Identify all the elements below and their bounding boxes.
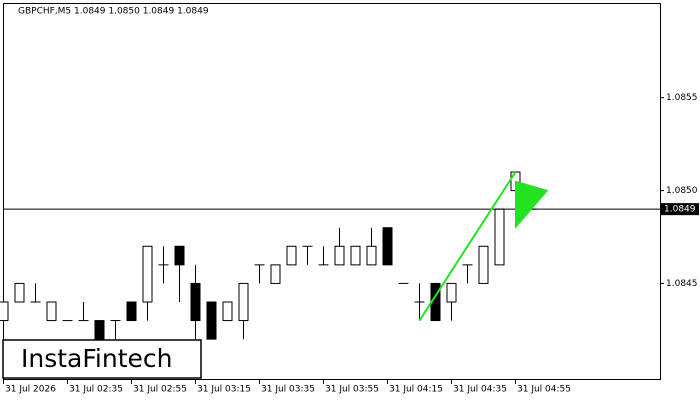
plot-frame bbox=[3, 3, 661, 380]
candle-body bbox=[494, 208, 505, 266]
candle-body bbox=[286, 245, 297, 266]
flag bbox=[515, 180, 549, 230]
candle-body bbox=[366, 245, 377, 266]
y-tick-label: 1.0855 bbox=[666, 93, 698, 103]
candle-body bbox=[350, 245, 361, 266]
chart-title: GBPCHF,M5 1.0849 1.0850 1.0849 1.0849 bbox=[18, 7, 209, 17]
candle-body bbox=[14, 282, 25, 303]
candle-body bbox=[270, 264, 281, 284]
candle-body bbox=[142, 245, 153, 303]
x-tick-label: 31 Jul 02:55 bbox=[133, 385, 187, 395]
candle-body bbox=[446, 282, 457, 303]
marks: 1.0845 1.0850 1.0855 31 Jul 2026 31 Jul 02:3… bbox=[0, 93, 699, 395]
candle-body bbox=[46, 301, 57, 322]
candle-body bbox=[334, 245, 345, 266]
candle-body bbox=[190, 282, 201, 322]
flag-pole bbox=[418, 171, 517, 322]
x-tick-label: 31 Jul 04:35 bbox=[453, 385, 507, 395]
x-tick-label: 31 Jul 03:15 bbox=[197, 385, 251, 395]
x-tick-label: 31 Jul 03:55 bbox=[325, 385, 379, 395]
y-tick-label: 1.0845 bbox=[666, 279, 698, 289]
x-tick-label: 31 Jul 03:35 bbox=[261, 385, 315, 395]
x-tick-label: 31 Jul 04:55 bbox=[517, 385, 571, 395]
candle-body bbox=[238, 282, 249, 322]
candle-body bbox=[0, 301, 9, 322]
candle-body bbox=[478, 245, 489, 284]
watermark: InstaFintech bbox=[21, 344, 173, 373]
x-tick-label: 31 Jul 02:35 bbox=[69, 385, 123, 395]
watermark-box bbox=[2, 339, 202, 379]
candle-body bbox=[94, 320, 105, 340]
x-tick-label: 31 Jul 2026 bbox=[5, 385, 56, 395]
candle-body bbox=[174, 245, 185, 266]
candle-body bbox=[222, 301, 233, 322]
candle-body bbox=[206, 301, 217, 340]
x-tick-label: 31 Jul 04:15 bbox=[389, 385, 443, 395]
candle-body bbox=[126, 301, 137, 322]
y-tick-label: 1.0850 bbox=[666, 186, 698, 196]
current-price-box bbox=[661, 203, 699, 216]
current-price-label: 1.0849 bbox=[664, 205, 696, 215]
candle-body bbox=[382, 227, 393, 266]
